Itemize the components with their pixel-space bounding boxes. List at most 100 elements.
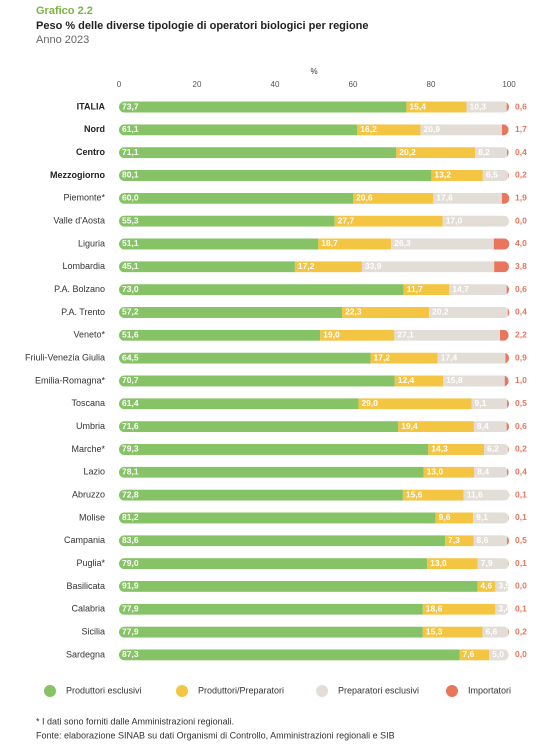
bar-row (119, 375, 509, 387)
bar-segment (119, 626, 423, 638)
value-label: 7,6 (462, 649, 474, 659)
value-label: 10,3 (469, 101, 486, 111)
x-tick-label: 100 (502, 80, 516, 89)
value-label: 0,0 (515, 649, 527, 659)
value-label: 1,9 (515, 193, 527, 203)
value-label: 3,8 (515, 261, 527, 271)
bar-segment (119, 489, 403, 501)
bar-row (119, 124, 509, 136)
value-label: 77,9 (122, 626, 139, 636)
value-label: 0,1 (515, 604, 527, 614)
value-label: 0,1 (515, 558, 527, 568)
bar-segment (119, 192, 353, 204)
y-tick-label: Friuli-Venezia Giulia (25, 353, 105, 363)
value-label: 26,3 (394, 238, 411, 248)
value-label: 8,2 (478, 147, 490, 157)
y-tick-label: Calabria (71, 604, 105, 614)
bar-segment (358, 398, 472, 410)
bar-segment (507, 398, 509, 410)
bar-segment (429, 306, 508, 318)
y-tick-label: Puglia* (76, 558, 105, 568)
value-label: 61,4 (122, 398, 139, 408)
bar-row (119, 558, 509, 570)
bar-row (119, 261, 509, 273)
value-label: 2,2 (515, 330, 527, 340)
value-label: 79,3 (122, 444, 139, 454)
value-label: 0,6 (515, 284, 527, 294)
bar-segment (508, 443, 509, 455)
y-tick-label: Toscana (71, 398, 105, 408)
bar-row (119, 352, 509, 364)
bar-segment (320, 329, 395, 341)
bar-segment (422, 626, 483, 638)
bar-segment (428, 443, 485, 455)
bar-row (119, 443, 509, 455)
bar-row (119, 306, 510, 318)
bar-segment (119, 169, 432, 181)
value-label: 27,7 (338, 215, 355, 225)
note: * I dati sono forniti dalle Amministrazi… (36, 716, 234, 726)
bar-segment (506, 284, 509, 296)
y-tick-label: Campania (64, 535, 105, 545)
bar-segment (431, 169, 483, 181)
value-label: 14,3 (431, 444, 448, 454)
value-label: 4,6 (480, 581, 492, 591)
bar-segment (473, 421, 507, 433)
bar-segment (119, 352, 371, 364)
bar-segment (489, 649, 509, 661)
value-label: 15,8 (446, 375, 463, 385)
value-label: 6,2 (487, 444, 499, 454)
bar-segment (475, 147, 508, 159)
value-label: 14,7 (452, 284, 469, 294)
bar-segment (318, 238, 392, 250)
value-label: 80,1 (122, 170, 139, 180)
value-label: 27,1 (397, 330, 414, 340)
value-label: 0,9 (515, 352, 527, 362)
value-label: 0,2 (515, 170, 527, 180)
value-label: 71,1 (122, 147, 139, 157)
value-label: 0,5 (515, 398, 527, 408)
value-label: 0,4 (515, 307, 527, 317)
y-tick-label: Liguria (78, 238, 105, 248)
value-label: 0,4 (515, 467, 527, 477)
bar-segment (119, 329, 321, 341)
value-label: 33,9 (365, 261, 382, 271)
value-label: 51,6 (122, 330, 139, 340)
value-label: 91,9 (122, 581, 139, 591)
bar-segment (370, 352, 438, 364)
x-tick-label: 80 (427, 80, 436, 89)
legend-label: Preparatori esclusivi (338, 685, 419, 695)
bar-segment (504, 375, 509, 387)
value-label: 73,0 (122, 284, 139, 294)
value-label: 3,4 (498, 604, 510, 614)
bar-segment (119, 306, 343, 318)
bar-segment (406, 101, 467, 113)
value-label: 4,0 (515, 238, 527, 248)
bar-segment (477, 580, 496, 592)
bar-segment (477, 558, 509, 570)
bar-segment (119, 215, 335, 227)
bar-segment (119, 466, 424, 478)
value-label: 20,6 (356, 193, 373, 203)
bar-segment (119, 649, 460, 661)
bar-segment (119, 101, 407, 113)
bar-segment (494, 261, 509, 273)
value-label: 19,4 (401, 421, 418, 431)
value-label: 0,0 (515, 215, 527, 225)
value-label: 17,4 (441, 352, 458, 362)
bar-segment (353, 192, 434, 204)
bar-segment (119, 375, 395, 387)
value-label: 0,1 (515, 512, 527, 522)
value-label: 9,1 (476, 512, 488, 522)
bar-row (119, 466, 509, 478)
bar-segment (119, 421, 399, 433)
bar-segment (507, 535, 509, 547)
bar-segment (435, 512, 474, 524)
value-label: 57,2 (122, 307, 139, 317)
bar-row (119, 421, 509, 433)
y-tick-label: Lombardia (62, 261, 105, 271)
value-label: 3,5 (498, 581, 510, 591)
bar-segment (403, 284, 450, 296)
value-label: 1,0 (515, 375, 527, 385)
